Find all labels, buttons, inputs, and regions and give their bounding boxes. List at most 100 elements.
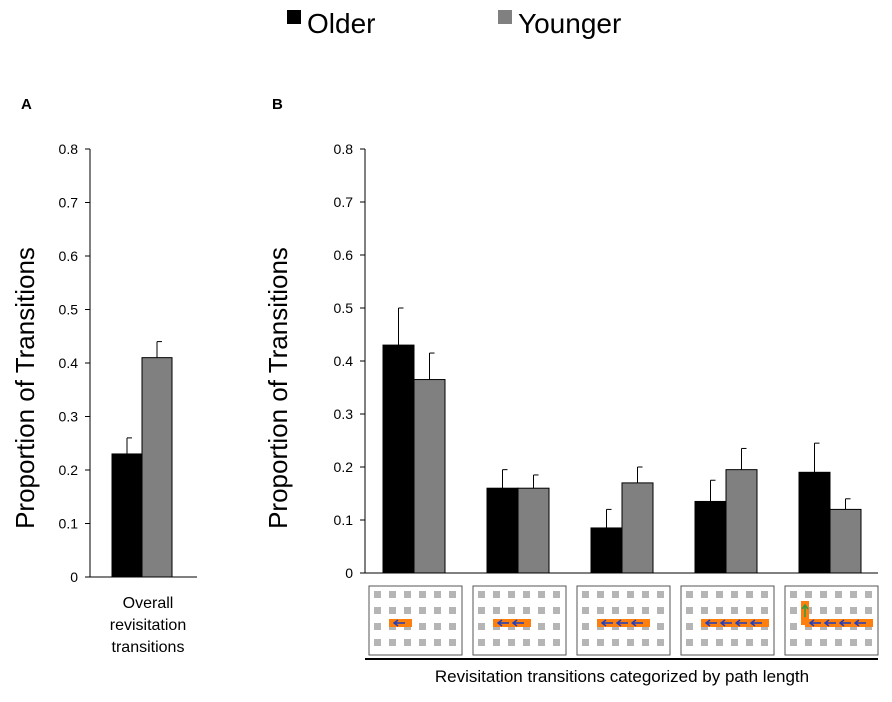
grid-cell bbox=[389, 639, 396, 646]
grid-cell bbox=[582, 639, 589, 646]
path-arrow bbox=[749, 619, 762, 627]
grid-cell bbox=[790, 607, 797, 614]
grid-cell bbox=[374, 607, 381, 614]
grid-cell bbox=[790, 639, 797, 646]
grid-cell bbox=[389, 607, 396, 614]
grid-cell bbox=[493, 639, 500, 646]
grid-cell bbox=[553, 623, 560, 630]
grid-cell bbox=[746, 591, 753, 598]
a-bar-younger bbox=[141, 357, 173, 578]
legend: Older Younger bbox=[287, 8, 621, 39]
grid-cell bbox=[538, 623, 545, 630]
grid-cell bbox=[493, 591, 500, 598]
grid-cell bbox=[835, 607, 842, 614]
grid-cell bbox=[612, 607, 619, 614]
path-icon bbox=[368, 585, 463, 656]
grid-cell bbox=[731, 639, 738, 646]
path-arrow bbox=[600, 619, 613, 627]
grid-cell bbox=[716, 607, 723, 614]
panel-a-category-label-line2: revisitation bbox=[110, 617, 186, 634]
path-arrow bbox=[719, 619, 732, 627]
panel-a-label: A bbox=[21, 96, 32, 113]
grid-cell bbox=[657, 591, 664, 598]
grid-cell bbox=[642, 607, 649, 614]
path-arrow bbox=[630, 619, 643, 627]
legend-swatch-younger bbox=[498, 10, 512, 24]
b-bar-older bbox=[798, 471, 831, 574]
b-bar-older bbox=[590, 527, 623, 574]
grid-cell bbox=[553, 607, 560, 614]
legend-label-older: Older bbox=[307, 8, 375, 39]
grid-cell bbox=[449, 591, 456, 598]
grid-cell bbox=[761, 639, 768, 646]
grid-cell bbox=[835, 591, 842, 598]
grid-cell bbox=[746, 607, 753, 614]
grid-cell bbox=[374, 623, 381, 630]
grid-cell bbox=[389, 591, 396, 598]
grid-cell bbox=[612, 639, 619, 646]
grid-cell bbox=[597, 607, 604, 614]
grid-cell bbox=[478, 591, 485, 598]
grid-cell bbox=[850, 607, 857, 614]
grid-cell bbox=[850, 639, 857, 646]
panel-b-path-icons bbox=[368, 585, 879, 656]
a-y-tick-label: 0.2 bbox=[59, 462, 79, 478]
b-y-tick-label: 0.7 bbox=[334, 194, 354, 210]
grid-cell bbox=[523, 639, 530, 646]
grid-cell bbox=[597, 591, 604, 598]
grid-cell bbox=[820, 639, 827, 646]
b-bar-younger bbox=[621, 482, 654, 574]
grid-cell bbox=[805, 591, 812, 598]
grid-cell bbox=[419, 639, 426, 646]
panel-b-x-axis-label: Revisitation transitions categorized by … bbox=[435, 667, 809, 686]
grid-cell bbox=[508, 639, 515, 646]
b-y-tick-label: 0.4 bbox=[334, 353, 354, 369]
grid-cell bbox=[419, 591, 426, 598]
grid-cell bbox=[701, 607, 708, 614]
grid-cell bbox=[790, 623, 797, 630]
grid-cell bbox=[404, 639, 411, 646]
grid-cell bbox=[493, 607, 500, 614]
grid-cell bbox=[627, 607, 634, 614]
panel-a-bars bbox=[111, 341, 173, 578]
grid-cell bbox=[523, 607, 530, 614]
grid-cell bbox=[716, 639, 723, 646]
path-arrow bbox=[496, 619, 509, 627]
grid-cell bbox=[434, 591, 441, 598]
legend-swatch-older bbox=[287, 10, 301, 24]
grid-cell bbox=[805, 639, 812, 646]
grid-cell bbox=[478, 639, 485, 646]
b-bar-younger bbox=[517, 487, 550, 574]
grid-cell bbox=[582, 591, 589, 598]
path-icon bbox=[576, 585, 671, 656]
b-y-tick-label: 0.8 bbox=[334, 141, 354, 157]
grid-cell bbox=[731, 607, 738, 614]
grid-cell bbox=[642, 591, 649, 598]
b-bar-younger bbox=[413, 379, 446, 574]
path-icon bbox=[680, 585, 775, 656]
b-y-tick-label: 0.3 bbox=[334, 406, 354, 422]
grid-cell bbox=[701, 639, 708, 646]
grid-cell bbox=[627, 591, 634, 598]
panel-b: B Proportion of Transitions 0 0.1 0.2 0.3 0.… bbox=[263, 96, 879, 686]
b-bar-younger bbox=[725, 469, 758, 574]
grid-cell bbox=[508, 591, 515, 598]
a-y-tick-label: 0.1 bbox=[59, 516, 79, 532]
grid-cell bbox=[449, 623, 456, 630]
grid-cell bbox=[538, 639, 545, 646]
b-y-tick-label: 0.5 bbox=[334, 300, 354, 316]
a-y-tick-label: 0.3 bbox=[59, 409, 79, 425]
grid-cell bbox=[657, 607, 664, 614]
path-icon bbox=[784, 585, 879, 656]
grid-cell bbox=[523, 591, 530, 598]
panel-a: A Proportion of Transitions 0 0.1 0.2 0.3 0.… bbox=[10, 96, 197, 656]
grid-cell bbox=[374, 591, 381, 598]
grid-cell bbox=[449, 607, 456, 614]
a-y-tick-label: 0 bbox=[70, 569, 78, 585]
panel-a-y-axis-label: Proportion of Transitions bbox=[10, 247, 40, 529]
grid-cell bbox=[686, 639, 693, 646]
grid-cell bbox=[761, 591, 768, 598]
grid-cell bbox=[582, 623, 589, 630]
path-arrow bbox=[734, 619, 747, 627]
grid-cell bbox=[761, 607, 768, 614]
